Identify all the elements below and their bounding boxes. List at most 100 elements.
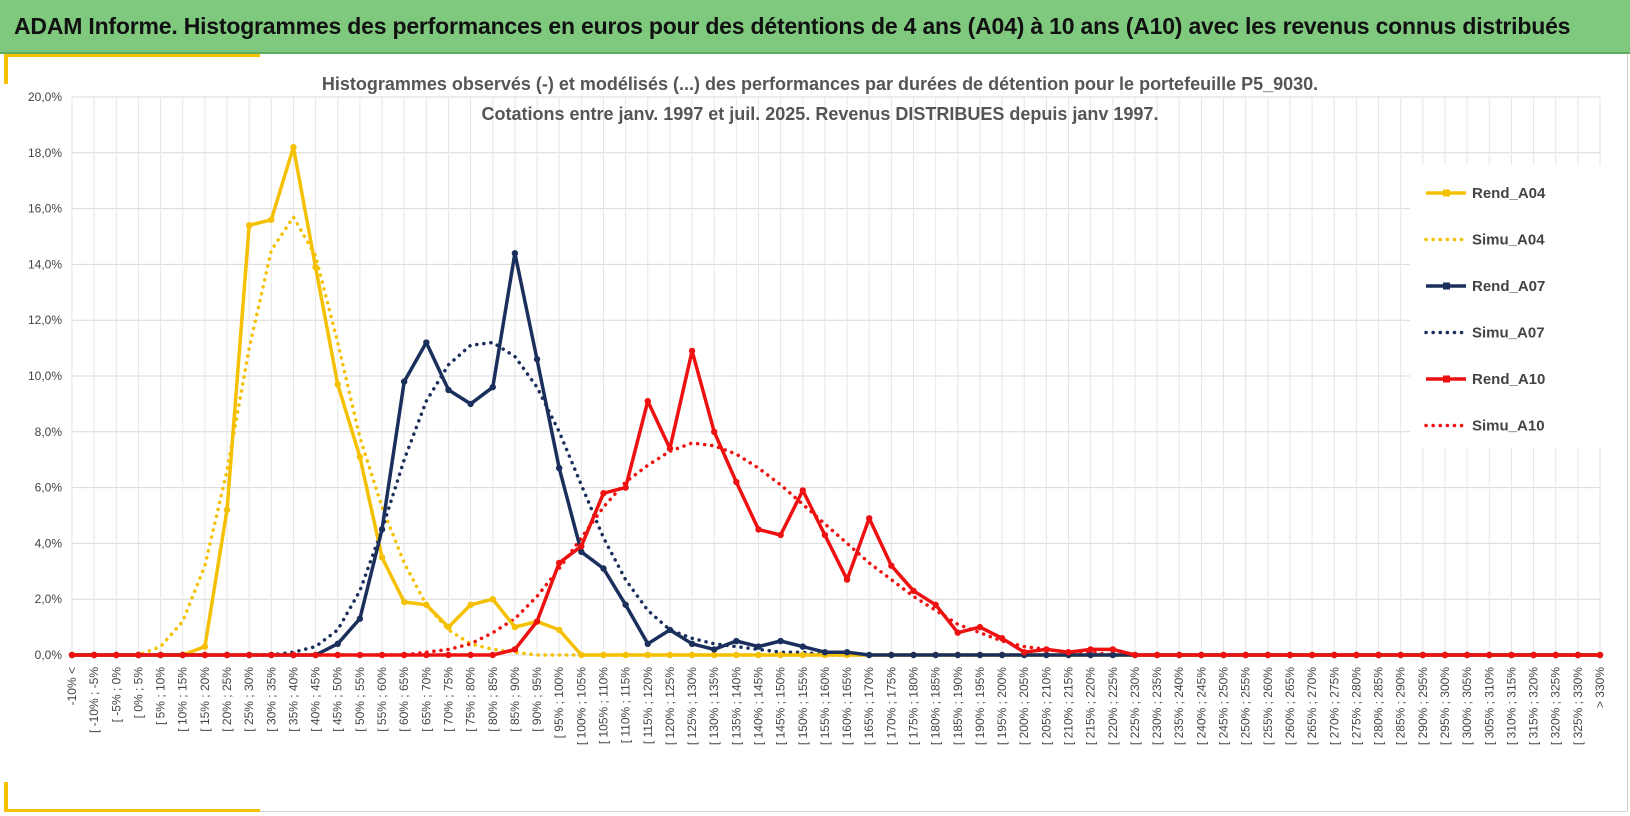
data-point (755, 651, 762, 659)
x-tick-label: [ 25% ; 30% (242, 667, 256, 732)
x-axis: -10% < [ -10% ; -5% [ -5% ; 0% [ 0% ; 5% [ 5… (65, 667, 1607, 745)
data-point (1176, 651, 1183, 659)
data-point (711, 428, 718, 435)
data-point (223, 651, 231, 659)
x-tick-label: [ 120% ; 125% (663, 667, 677, 745)
data-point (622, 601, 629, 608)
data-point (400, 598, 408, 606)
data-point (201, 643, 209, 650)
accent-bar-left-bottom (4, 782, 8, 812)
y-tick-label: 0,0% (35, 648, 63, 662)
x-tick-label: [ 95% ; 100% (552, 667, 566, 739)
data-point (90, 651, 98, 659)
data-point (954, 651, 961, 659)
data-point (711, 646, 718, 653)
x-tick-label: [ 220% ; 225% (1106, 667, 1120, 745)
legend-box (1410, 165, 1602, 447)
report-title: ADAM Informe. Histogrammes des performan… (14, 12, 1571, 39)
x-tick-label: [ 100% ; 105% (574, 667, 588, 745)
data-point (777, 637, 784, 645)
data-point (334, 381, 341, 388)
data-point (400, 378, 408, 385)
data-point (600, 565, 607, 572)
data-point (1331, 651, 1338, 659)
data-point (644, 397, 651, 405)
data-point (622, 484, 629, 491)
x-tick-label: > 330% (1593, 667, 1607, 708)
report-banner: ADAM Informe. Histogrammes des performan… (0, 0, 1630, 54)
data-point (489, 596, 496, 603)
data-point (356, 453, 364, 461)
data-point (467, 651, 474, 659)
x-tick-label: [ 130% ; 135% (707, 667, 721, 745)
x-tick-label: [ 105% ; 110% (596, 667, 610, 744)
x-tick-label: [ 20% ; 25% (220, 667, 234, 732)
data-point (666, 626, 674, 634)
data-point (555, 464, 563, 472)
data-point (423, 601, 430, 608)
data-point (1375, 651, 1382, 659)
chart-title: Histogrammes observés (-) et modélisés (… (322, 74, 1318, 124)
data-point (201, 651, 209, 659)
data-point (733, 478, 740, 486)
data-point (1596, 651, 1604, 659)
x-tick-label: [ 325% ; 330% (1571, 667, 1585, 745)
legend: Rend_A04 Simu_A04 Rend_A07 Simu_A07 Rend_A10… (1410, 165, 1602, 447)
x-tick-label: [ 90% ; 95% (530, 667, 544, 732)
x-tick-label: [ 200% ; 205% (1017, 667, 1031, 745)
x-tick-label: [ 210% ; 215% (1062, 667, 1076, 745)
data-point (1574, 651, 1582, 659)
data-point (356, 615, 364, 622)
x-tick-label: [ 115% ; 120% (641, 667, 655, 744)
data-point (578, 651, 585, 659)
data-point (489, 651, 496, 659)
series-line-rend-a07 (72, 251, 1600, 657)
data-point (1530, 651, 1537, 659)
data-point (777, 651, 784, 659)
data-point (622, 651, 629, 659)
y-tick-label: 18,0% (28, 146, 62, 160)
x-tick-label: [ 265% ; 270% (1305, 667, 1319, 745)
data-point (511, 623, 519, 631)
chart-title-line-2: Cotations entre janv. 1997 et juil. 2025… (482, 104, 1159, 124)
data-point (910, 651, 917, 659)
data-point (843, 576, 851, 583)
data-point (666, 651, 674, 659)
x-tick-label: [ 250% ; 255% (1239, 667, 1253, 745)
data-point (1264, 651, 1272, 659)
x-tick-label: [ 245% ; 250% (1217, 667, 1231, 745)
data-point (777, 531, 784, 539)
data-point (932, 601, 939, 608)
x-tick-label: [ 150% ; 155% (796, 667, 810, 745)
y-tick-label: 20,0% (28, 90, 62, 104)
x-tick-label: [ -5% ; 0% (109, 667, 123, 723)
data-point (1308, 651, 1316, 659)
y-tick-label: 14,0% (28, 257, 62, 271)
x-tick-label: [ 45% ; 50% (331, 667, 345, 732)
x-tick-label: [ 180% ; 185% (929, 667, 943, 745)
x-tick-label: [ 235% ; 240% (1172, 667, 1186, 745)
data-point (378, 554, 386, 561)
data-point (821, 531, 829, 539)
data-point (290, 651, 297, 659)
data-point (799, 651, 806, 659)
y-tick-label: 12,0% (28, 313, 62, 327)
data-point (135, 651, 142, 659)
data-point (445, 623, 452, 631)
x-tick-label: [ 295% ; 300% (1438, 667, 1452, 745)
data-point (888, 651, 895, 659)
data-point (578, 542, 585, 550)
data-point (666, 445, 674, 452)
series-line-rend-a10 (72, 349, 1600, 657)
data-point (179, 651, 186, 659)
legend-label: Rend_A10 (1472, 371, 1545, 388)
data-point (400, 651, 408, 659)
x-tick-label: [ 300% ; 305% (1460, 667, 1474, 745)
data-point (378, 651, 386, 659)
x-tick-label: [ 125% ; 130% (685, 667, 699, 745)
y-tick-label: 2,0% (35, 592, 63, 606)
legend-label: Simu_A07 (1472, 325, 1545, 342)
data-point (644, 651, 651, 659)
data-point (998, 651, 1006, 659)
